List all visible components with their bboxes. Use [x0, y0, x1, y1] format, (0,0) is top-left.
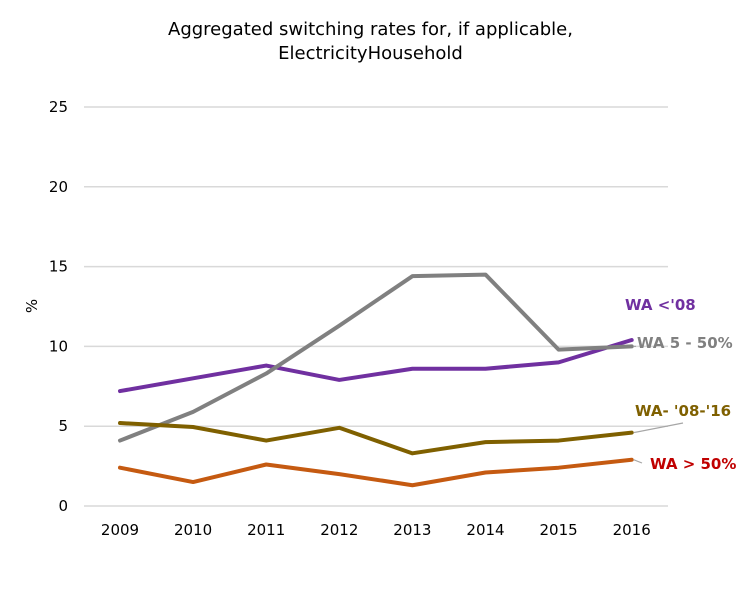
y-tick-label: 10	[49, 337, 68, 355]
series-line-1	[118, 272, 634, 443]
y-axis-label: %	[23, 299, 41, 313]
chart-title: Aggregated switching rates for, if appli…	[0, 18, 741, 66]
x-tick-label: 2015	[540, 521, 578, 539]
series-label-3: WA > 50%	[650, 455, 736, 473]
chart-title-line1: Aggregated switching rates for, if appli…	[168, 19, 573, 40]
x-tick-label: 2013	[393, 521, 431, 539]
label-leader-line	[633, 459, 643, 464]
y-tick-label: 15	[49, 258, 68, 276]
x-tick-label: 2012	[320, 521, 358, 539]
series-label-2: WA- '08-'16	[635, 402, 731, 420]
y-tick-label: 20	[49, 178, 68, 196]
series-label-0: WA <'08	[625, 296, 696, 314]
series-label-1: WA 5 - 50%	[637, 334, 733, 352]
series-line-3	[118, 457, 634, 488]
series-line-2	[118, 421, 634, 456]
x-tick-label: 2009	[101, 521, 139, 539]
x-tick-label: 2011	[247, 521, 285, 539]
y-tick-label: 5	[58, 417, 68, 435]
y-tick-label: 25	[49, 98, 68, 116]
x-tick-label: 2010	[174, 521, 212, 539]
chart-title-line2: ElectricityHousehold	[278, 43, 463, 64]
x-tick-label: 2016	[613, 521, 651, 539]
series-line-0	[118, 338, 634, 394]
y-tick-label: 0	[58, 497, 68, 515]
label-leader-line	[633, 422, 684, 434]
x-tick-label: 2014	[466, 521, 504, 539]
